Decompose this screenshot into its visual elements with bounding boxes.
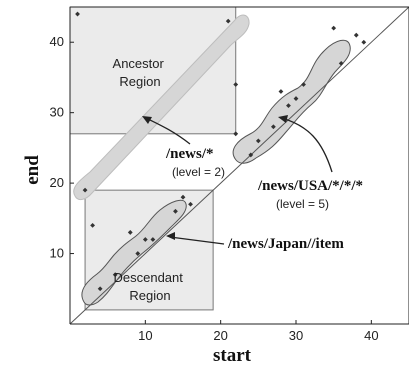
news-usa-arrowhead [278, 115, 288, 123]
news-japan-arrow [169, 236, 225, 245]
x-tick-label: 30 [289, 328, 303, 343]
data-point [233, 82, 239, 87]
data-point [188, 201, 193, 207]
news-star-level: (level = 2) [172, 165, 225, 179]
data-point [142, 237, 148, 242]
news-star-label: /news/* [165, 146, 214, 162]
y-tick-label: 20 [50, 175, 64, 190]
y-tick-label: 30 [50, 105, 64, 120]
news-star-arrowhead [142, 116, 152, 124]
descendant-region-label: Descendant Region [113, 270, 186, 303]
y-tick-label: 10 [50, 246, 64, 261]
data-point [97, 286, 103, 292]
news-usa-arrow [281, 117, 333, 173]
data-point [248, 152, 254, 158]
diagonal-line [69, 6, 409, 325]
news-japan-arrowhead [166, 232, 175, 240]
data-point [127, 230, 133, 235]
data-point [286, 103, 291, 109]
data-point [361, 39, 367, 45]
data-point [75, 11, 80, 17]
news-usa-level: (level = 5) [276, 197, 329, 211]
data-point [293, 96, 299, 101]
y-tick-label: 40 [50, 34, 64, 49]
group-news-usa-blob [232, 39, 351, 164]
group-news-japan-blob [81, 199, 187, 306]
x-tick-label: 40 [364, 328, 378, 343]
data-point [338, 60, 344, 66]
data-point [180, 194, 186, 200]
data-point [173, 208, 178, 214]
x-tick-label: 10 [138, 328, 152, 343]
data-point [271, 124, 276, 130]
data-point [233, 131, 239, 137]
news-usa-label: /news/USA/*/*/* [257, 178, 363, 194]
data-point [278, 89, 284, 94]
data-point [150, 237, 156, 242]
data-point [112, 272, 118, 278]
data-point [301, 82, 306, 87]
data-point [255, 138, 261, 144]
data-point [225, 18, 231, 24]
data-point [90, 222, 95, 228]
x-tick-label: 20 [213, 328, 227, 343]
data-point [82, 187, 88, 193]
ancestor-region-label: Ancestor Region [113, 56, 168, 89]
x-axis-label: start [213, 345, 252, 365]
data-point [353, 32, 359, 38]
data-point [331, 25, 337, 31]
data-point [135, 251, 141, 256]
group-news-star-blob [73, 14, 250, 201]
y-axis-label: end [22, 155, 43, 185]
news-japan-label: /news/Japan//item [227, 236, 344, 252]
